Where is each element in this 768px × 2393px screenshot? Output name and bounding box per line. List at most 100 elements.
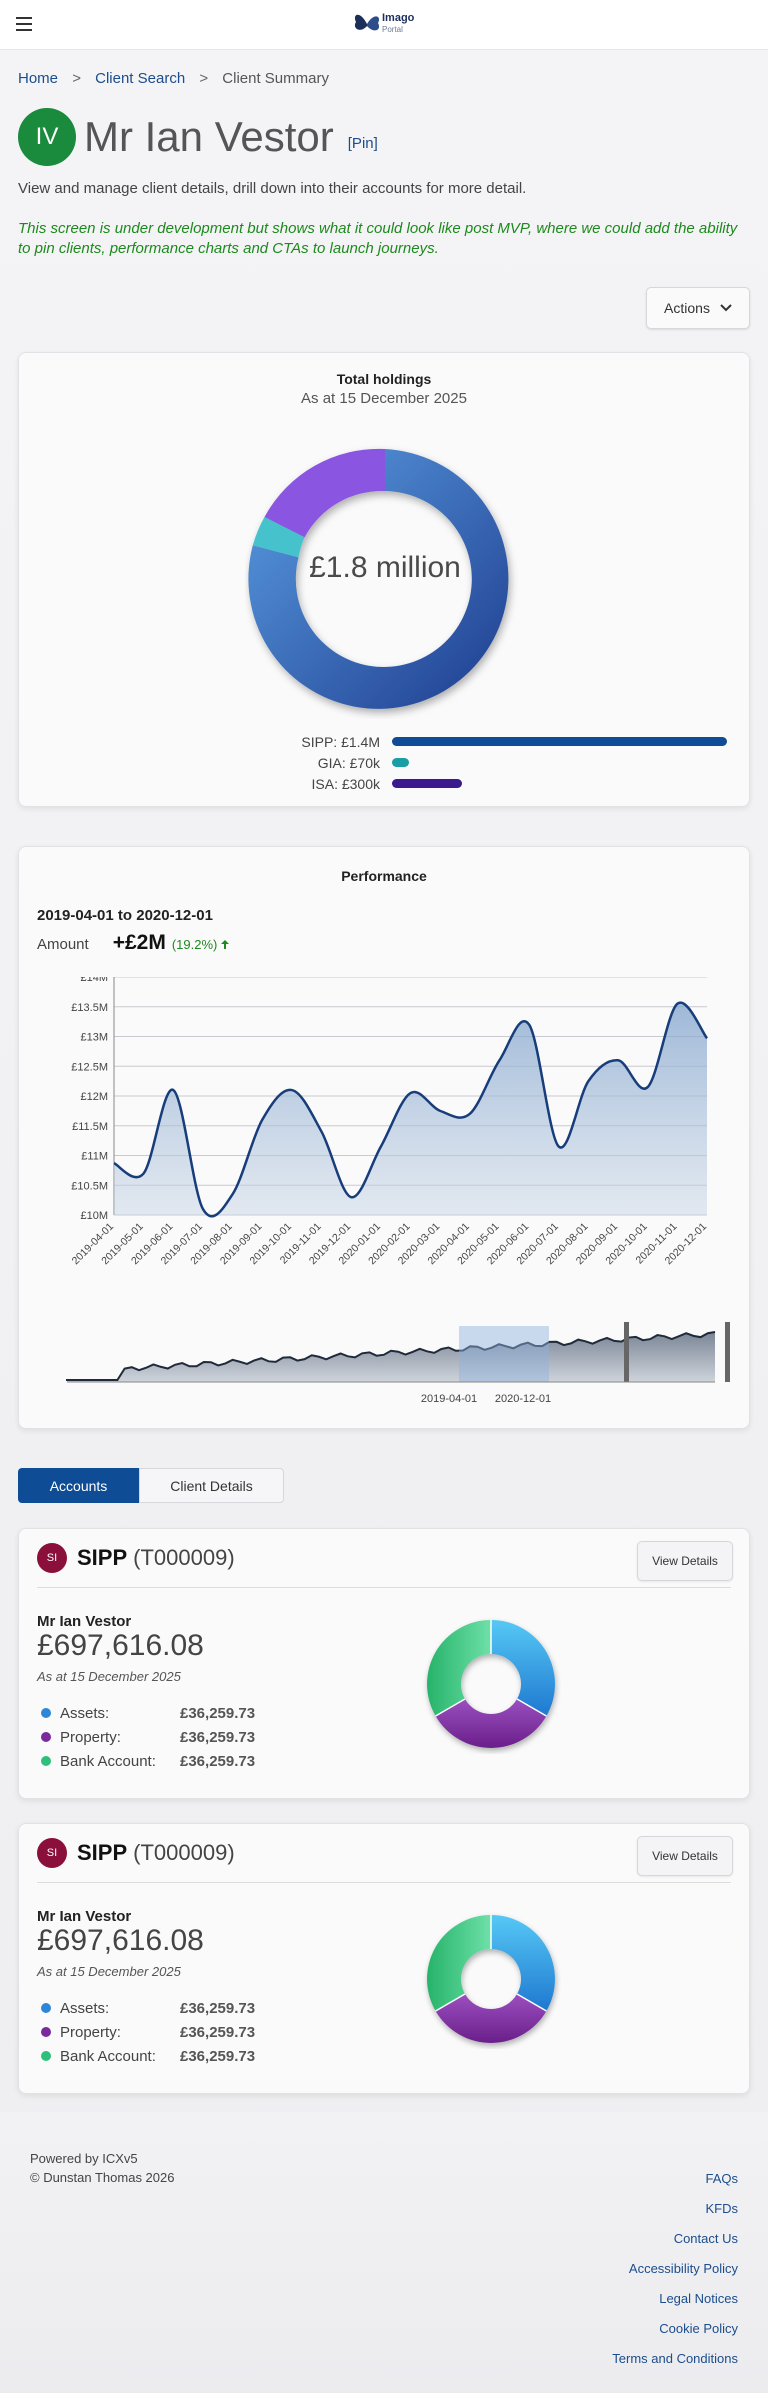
footer-link-faqs[interactable]: FAQs [705,2171,738,2186]
performance-amount: Amount +£2M (19.2%) [37,931,229,955]
footer-link-accessibility[interactable]: Accessibility Policy [628,2261,738,2276]
chevron-down-icon [720,304,732,312]
account-breakdown: Assets: £36,259.73 Property: £36,259.73 … [41,1701,255,1773]
footer-link-legal[interactable]: Legal Notices [659,2291,738,2306]
holdings-legend-row: SIPP: £1.4M [149,731,729,752]
navigator-selection [459,1326,549,1382]
breakdown-row: Property: £36,259.73 [41,1725,255,1749]
y-tick-label: £13M [80,1032,108,1044]
account-value: £697,616.08 [37,1924,204,1957]
y-tick-label: £11.5M [72,1121,108,1133]
holdings-donut-chart [248,448,509,709]
footer: Powered by ICXv5 © Dunstan Thomas 2026 F… [0,2112,768,2393]
brand-subtitle: Portal [382,25,403,34]
tab-client-details[interactable]: Client Details [139,1468,284,1503]
view-details-button[interactable]: View Details [637,1836,733,1876]
footer-link-cookies[interactable]: Cookie Policy [659,2321,738,2336]
performance-title: Performance [341,868,427,884]
holdings-donut: £1.8 million [245,439,525,719]
breakdown-label: Bank Account: [60,2047,156,2065]
butterfly-logo-icon [354,14,380,31]
arrow-up-icon [220,940,229,949]
breadcrumb-client-search-link[interactable]: Client Search [95,70,186,87]
donut-slice-isa [264,448,385,538]
breakdown-dot [41,1756,51,1766]
holdings-label-gia: GIA: £70k [317,754,380,771]
y-tick-label: £12.5M [71,1061,108,1073]
navigator-area [67,1331,715,1382]
copyright: © Dunstan Thomas 2026 [30,2170,175,2185]
tab-accounts[interactable]: Accounts [18,1468,139,1503]
holdings-total: £1.8 million [309,551,461,584]
account-header: SI SIPP (T000009) [37,1543,235,1573]
performance-chart[interactable]: £10M £10.5M £11M £11.5M £12M £12.5M £13M £13.5M… [19,977,751,1417]
account-donut-chart [427,1915,555,2043]
navigator-line [66,1330,716,1381]
y-tick-label: £13.5M [71,1002,108,1014]
y-tick-label: £12M [80,1091,108,1103]
page-intro: View and manage client details, drill do… [18,180,527,197]
performance-area [114,1002,707,1217]
breadcrumb-separator: > [72,70,81,87]
breakdown-row: Assets: £36,259.73 [41,1996,255,2020]
account-code: (T000009) [133,1840,235,1865]
breakdown-label: Assets: [60,1999,110,2017]
divider [37,1882,731,1883]
breakdown-label: Property: [60,1728,121,1746]
account-card: SI SIPP (T000009) View Details Mr Ian Ve… [18,1823,750,2094]
breakdown-value: £36,259.73 [180,1999,256,2017]
donut-slice-bank [427,1915,491,2011]
account-donut-chart [427,1620,555,1748]
breakdown-dot [41,2027,51,2037]
account-card: SI SIPP (T000009) View Details Mr Ian Ve… [18,1528,750,1799]
donut-slice-assets [491,1915,555,2011]
breakdown-dot [41,1708,51,1718]
footer-link-terms[interactable]: Terms and Conditions [612,2351,738,2366]
donut-slice-assets [491,1620,555,1716]
account-type: SIPP [77,1545,128,1570]
divider [37,1587,731,1588]
holdings-bar-sipp [392,737,727,746]
breakdown-row: Bank Account: £36,259.73 [41,2044,255,2068]
amount-percent: (19.2%) [172,937,229,952]
footer-link-contact[interactable]: Contact Us [673,2231,738,2246]
development-note: This screen is under development but sho… [18,220,738,257]
account-breakdown: Assets: £36,259.73 Property: £36,259.73 … [41,1996,255,2068]
holdings-legend-row: GIA: £70k [149,752,729,773]
footer-link-kfds[interactable]: KFDs [705,2201,739,2216]
breadcrumb: Home > Client Search > Client Summary [18,70,329,87]
amount-value: +£2M [112,931,166,954]
y-tick-label: £11M [81,1151,108,1163]
account-type: SIPP [77,1840,128,1865]
hamburger-menu-icon[interactable] [16,17,32,31]
actions-button[interactable]: Actions [646,287,750,329]
account-owner: Mr Ian Vestor [37,1908,132,1925]
performance-line [113,1001,709,1218]
breakdown-dot [41,1732,51,1742]
actions-label: Actions [664,300,710,316]
breadcrumb-current: Client Summary [222,70,329,87]
navigator-handle-left [624,1322,629,1382]
breakdown-dot [41,2051,51,2061]
breadcrumb-home-link[interactable]: Home [18,70,59,87]
breakdown-dot [41,2003,51,2013]
navigator-label: 2019-04-01 [421,1393,477,1405]
holdings-legend: SIPP: £1.4M GIA: £70k ISA: £300k [149,731,729,794]
breakdown-row: Bank Account: £36,259.73 [41,1749,255,1773]
performance-card: Performance 2019-04-01 to 2020-12-01 Amo… [18,846,750,1429]
navigator-handle-right [725,1322,730,1382]
client-header: IV Mr Ian Vestor [Pin] [18,108,378,166]
breakdown-value: £36,259.73 [180,1704,256,1722]
y-tick-label: £14M [80,977,108,984]
holdings-title: Total holdings [336,371,432,387]
total-holdings-card: Total holdings As at 15 December 2025 £1… [18,352,750,807]
footer-credits: Powered by ICXv5 © Dunstan Thomas 2026 [30,2149,174,2187]
y-tick-label: £10M [80,1210,108,1222]
top-bar: Imago Portal [0,0,768,50]
pin-link[interactable]: [Pin] [347,134,378,152]
holdings-label-isa: ISA: £300k [311,775,381,792]
view-details-button[interactable]: View Details [637,1541,733,1581]
app-logo[interactable]: Imago Portal [352,8,414,40]
donut-slice-sipp [248,449,509,709]
breakdown-row: Assets: £36,259.73 [41,1701,255,1725]
